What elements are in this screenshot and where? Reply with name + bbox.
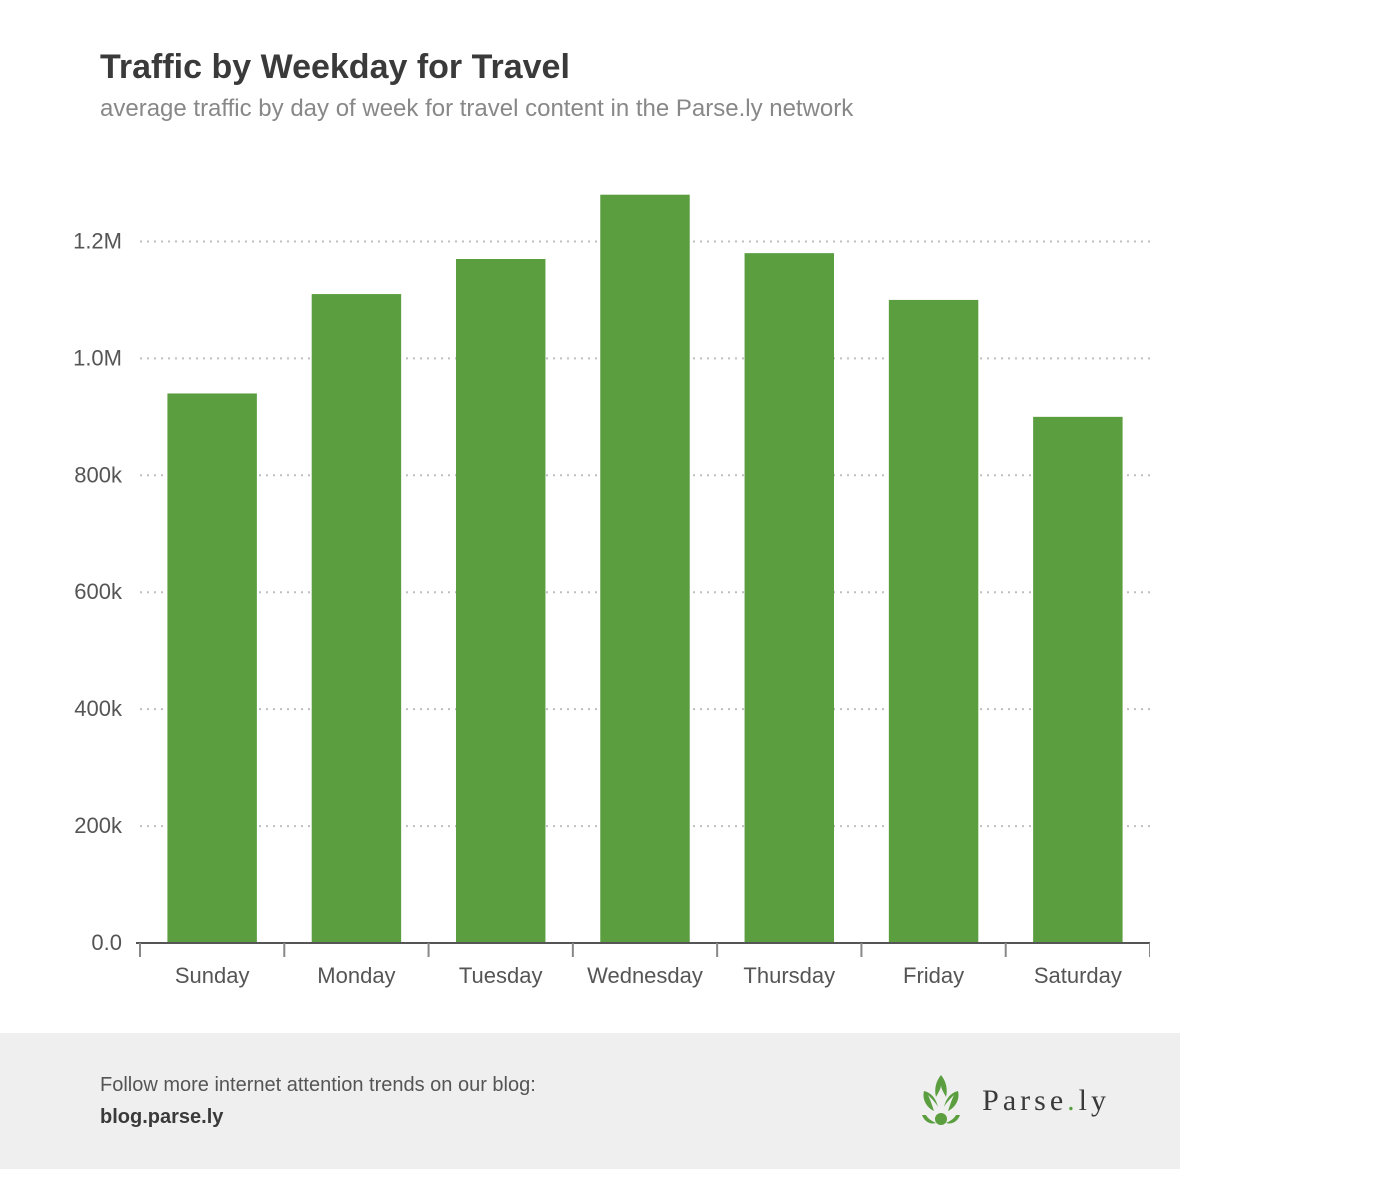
logo-suffix: ly: [1079, 1084, 1110, 1117]
chart-title: Traffic by Weekday for Travel: [100, 48, 1110, 87]
y-tick-label: 800k: [74, 462, 123, 487]
y-tick-label: 600k: [74, 579, 123, 604]
parsely-leaf-icon: [914, 1073, 968, 1129]
chart-container: Traffic by Weekday for Travel average tr…: [0, 0, 1180, 1169]
bar: [745, 253, 834, 943]
x-tick-label: Monday: [317, 963, 395, 988]
chart-area: 0.0 200k 400k 600k 800k 1.0M 1.2M Sunday Monday T…: [0, 143, 1180, 1033]
x-tick-label: Thursday: [743, 963, 835, 988]
bar: [312, 294, 401, 943]
x-tick-label: Saturday: [1034, 963, 1122, 988]
bar: [889, 300, 978, 943]
y-tick-label: 1.2M: [73, 228, 122, 253]
y-tick-label: 400k: [74, 696, 123, 721]
bar-chart: 0.0 200k 400k 600k 800k 1.0M 1.2M Sunday Monday T…: [50, 173, 1150, 1003]
bar: [600, 195, 689, 943]
logo-dot: .: [1067, 1084, 1079, 1117]
y-tick-label: 200k: [74, 813, 123, 838]
bar: [1033, 417, 1122, 943]
parsely-logo: Parse.ly: [914, 1073, 1110, 1129]
y-tick-label: 1.0M: [73, 345, 122, 370]
chart-subtitle: average traffic by day of week for trave…: [100, 95, 1110, 123]
footer: Follow more internet attention trends on…: [0, 1033, 1180, 1169]
x-tick-label: Tuesday: [459, 963, 543, 988]
header: Traffic by Weekday for Travel average tr…: [0, 0, 1180, 143]
y-tick-label: 0.0: [91, 930, 122, 955]
x-tick-label: Friday: [903, 963, 964, 988]
footer-link[interactable]: blog.parse.ly: [100, 1101, 536, 1133]
footer-caption: Follow more internet attention trends on…: [100, 1069, 536, 1101]
parsely-logo-text: Parse.ly: [982, 1084, 1110, 1118]
footer-text-block: Follow more internet attention trends on…: [100, 1069, 536, 1133]
x-tick-label: Wednesday: [587, 963, 703, 988]
logo-name: Parse: [982, 1084, 1067, 1117]
x-tick-label: Sunday: [175, 963, 250, 988]
bar: [167, 393, 256, 943]
bar: [456, 259, 545, 943]
